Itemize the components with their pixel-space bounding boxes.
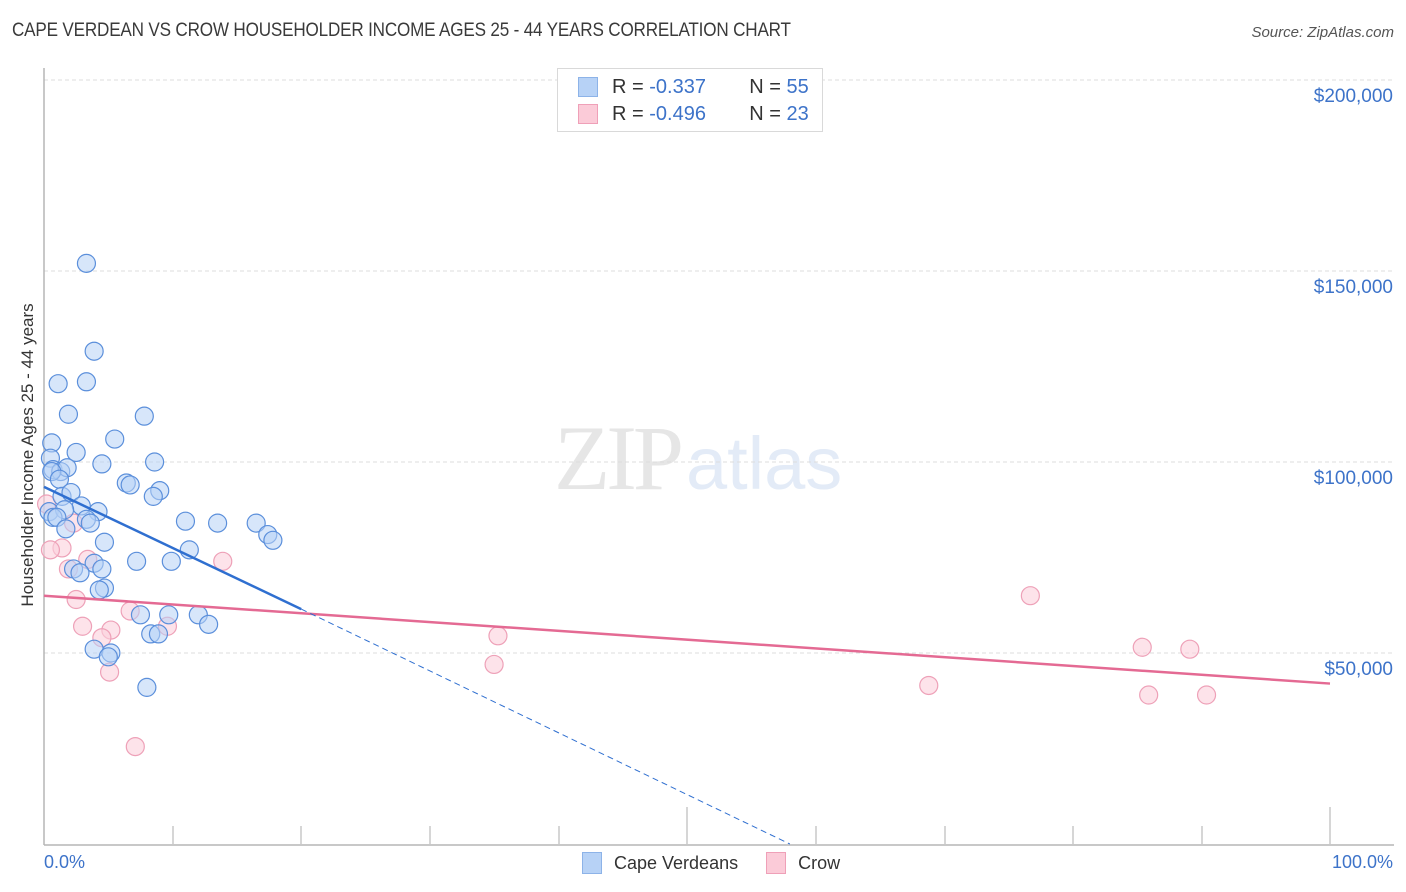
crow-data-point bbox=[1196, 685, 1217, 705]
r-label: R = bbox=[612, 102, 644, 125]
cape-verdean-data-point bbox=[92, 454, 112, 474]
watermark-zip: ZIP bbox=[554, 407, 684, 509]
crow-data-point bbox=[72, 616, 93, 636]
n-label: N = bbox=[749, 102, 781, 125]
cape-verdean-data-point bbox=[66, 442, 86, 463]
y-tick-50000: $50,000 bbox=[1324, 659, 1393, 680]
n-value: 55 bbox=[786, 75, 809, 98]
pink-swatch-icon bbox=[578, 104, 598, 124]
cape-verdean-data-point bbox=[199, 614, 219, 634]
cape-verdean-data-point bbox=[134, 406, 154, 426]
crow-data-point bbox=[488, 626, 508, 646]
y-tick-150000: $150,000 bbox=[1313, 277, 1393, 298]
x-tick-100: 100.0% bbox=[1331, 852, 1393, 872]
r-label: R = bbox=[612, 75, 644, 98]
cape-verdean-data-point bbox=[98, 647, 118, 667]
legend-label-cape-verdeans: Cape Verdeans bbox=[614, 852, 739, 873]
n-label: N = bbox=[749, 75, 781, 98]
cape-verdean-points bbox=[39, 253, 283, 697]
watermark-atlas: atlas bbox=[686, 422, 843, 505]
legend-row-cape-verdeans: R = -0.337 N = 55 bbox=[578, 74, 809, 100]
cape-verdean-data-point bbox=[175, 511, 196, 531]
cape-verdean-data-point bbox=[76, 253, 97, 273]
crow-data-point bbox=[484, 654, 504, 675]
r-value: -0.496 bbox=[649, 102, 706, 125]
correlation-legend: R = -0.337 N = 55 R = -0.496 N = 23 bbox=[557, 68, 823, 132]
legend-item-crow[interactable]: Crow bbox=[766, 852, 840, 874]
cape-verdean-data-point bbox=[92, 559, 112, 579]
pink-swatch-icon bbox=[766, 852, 787, 874]
y-tick-200000: $200,000 bbox=[1313, 86, 1393, 107]
crow-trend-line bbox=[43, 594, 1331, 685]
cape-verdean-data-point bbox=[84, 341, 104, 361]
crow-data-point bbox=[40, 540, 61, 560]
cape-verdean-data-point bbox=[80, 513, 100, 533]
y-axis-label: Householder Income Ages 25 - 44 years bbox=[18, 303, 37, 607]
cape-verdean-data-point bbox=[159, 605, 179, 625]
gridlines bbox=[44, 79, 1394, 654]
blue-swatch-icon bbox=[582, 852, 602, 874]
crow-data-point bbox=[1139, 685, 1159, 705]
cape-verdean-trend-line bbox=[43, 485, 302, 611]
trend-lines bbox=[43, 485, 1331, 845]
cape-verdean-data-point bbox=[70, 563, 90, 583]
blue-swatch-icon bbox=[578, 77, 598, 97]
cape-verdean-data-point bbox=[208, 513, 228, 533]
cape-verdean-data-point bbox=[148, 624, 169, 644]
source-label: Source: ZipAtlas.com bbox=[1251, 24, 1394, 41]
series-legend: Cape Verdeans Crow bbox=[582, 852, 868, 874]
cape-verdean-data-point bbox=[94, 532, 115, 552]
crow-data-point bbox=[1180, 639, 1200, 659]
legend-item-cape-verdeans[interactable]: Cape Verdeans bbox=[582, 852, 738, 874]
cape-verdean-data-point bbox=[56, 519, 76, 539]
legend-row-crow: R = -0.496 N = 23 bbox=[578, 101, 809, 127]
cape-verdean-data-point bbox=[120, 475, 140, 495]
cape-verdean-data-point bbox=[246, 513, 266, 533]
crow-data-point bbox=[213, 551, 233, 571]
cape-verdean-data-point bbox=[161, 551, 181, 571]
cape-verdean-data-point bbox=[58, 404, 79, 424]
cape-verdean-data-point bbox=[143, 486, 163, 506]
cape-verdean-data-point bbox=[76, 372, 97, 392]
axes bbox=[43, 68, 1394, 846]
cape-verdean-data-point bbox=[263, 530, 283, 550]
x-tick-0: 0.0% bbox=[44, 852, 86, 872]
zipatlas-watermark: ZIPatlas bbox=[554, 405, 842, 511]
cape-verdean-data-point bbox=[144, 452, 165, 472]
cape-verdean-data-point bbox=[126, 551, 147, 571]
cape-verdean-data-point bbox=[48, 374, 68, 394]
crow-data-point bbox=[125, 736, 145, 757]
x-tick-marks bbox=[172, 807, 1331, 845]
cape-verdean-trend-extension bbox=[300, 608, 791, 845]
n-value: 23 bbox=[786, 102, 809, 125]
crow-data-point bbox=[1020, 586, 1040, 606]
r-value: -0.337 bbox=[649, 75, 706, 98]
cape-verdean-data-point bbox=[89, 580, 109, 600]
y-tick-100000: $100,000 bbox=[1313, 468, 1393, 489]
crow-data-point bbox=[919, 675, 939, 696]
crow-data-point bbox=[1132, 637, 1152, 657]
cape-verdean-data-point bbox=[130, 605, 151, 625]
legend-label-crow: Crow bbox=[798, 852, 841, 873]
chart-title: CAPE VERDEAN VS CROW HOUSEHOLDER INCOME … bbox=[12, 20, 791, 41]
cape-verdean-data-point bbox=[105, 429, 125, 449]
cape-verdean-data-point bbox=[137, 677, 157, 697]
